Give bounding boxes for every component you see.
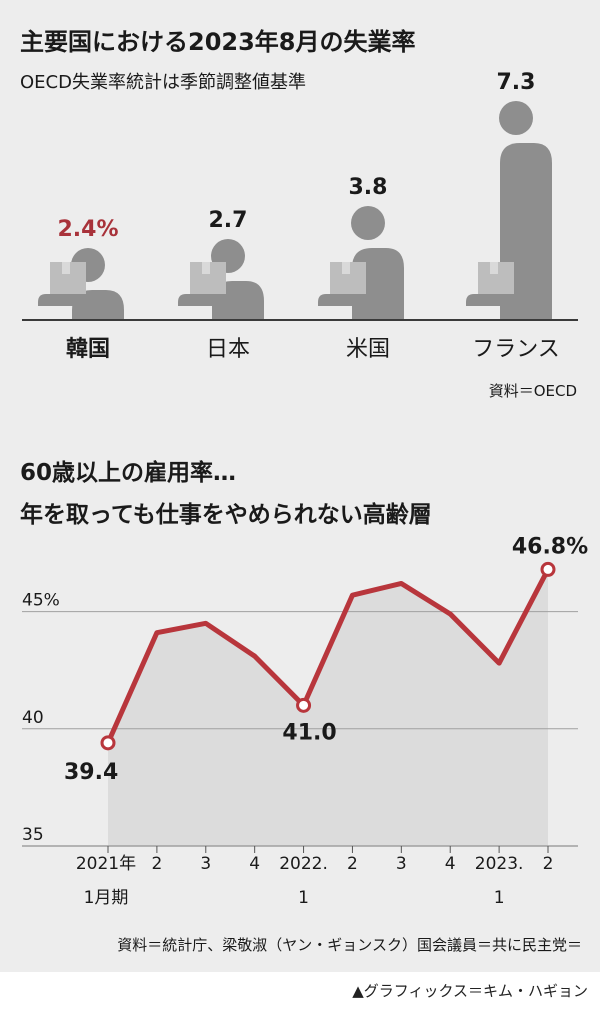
box-tape-icon [490, 262, 498, 274]
box-tape-icon [342, 262, 350, 274]
graphics-credit: ▲グラフィックス＝キム・ハギョン [352, 982, 588, 1000]
employment-x-tick-label: 2 [151, 854, 162, 874]
person-head-icon [351, 206, 385, 240]
box-tape-icon [202, 262, 210, 274]
unemployment-figure-2 [318, 206, 404, 320]
employment-x-tick-label: 3 [396, 854, 407, 874]
employment-plot: 35 40 45% 2021年 1月期 2 3 4 2022. 1 2 3 4 2023. 1 2 39.4 41… [22, 534, 588, 908]
employment-point-marker [100, 735, 116, 751]
person-arm-icon [466, 294, 514, 306]
unemployment-figure-3 [466, 101, 552, 320]
unemployment-category-label: 韓国 [66, 336, 110, 362]
unemployment-chart-subtitle: OECD失業率統計は季節調整値基準 [20, 72, 306, 93]
unemployment-source: 資料＝OECD [489, 382, 577, 400]
employment-x-tick-label: 4 [445, 854, 456, 874]
unemployment-chart-title: 主要国における2023年8月の失業率 [20, 28, 416, 56]
employment-chart-title-line2: 年を取っても仕事をやめられない高齢層 [20, 501, 432, 528]
unemployment-value-label: 2.4% [57, 217, 118, 242]
person-head-icon [499, 101, 533, 135]
unemployment-category-label: 米国 [346, 337, 390, 362]
employment-data-label: 41.0 [282, 720, 336, 745]
infographic-charts: 主要国における2023年8月の失業率 OECD失業率統計は季節調整値基準 2.4… [20, 28, 588, 954]
employment-x-tick-sublabel: 1月期 [84, 888, 129, 908]
employment-y-tick-label: 35 [22, 825, 44, 845]
employment-x-tick-sublabel: 1 [298, 888, 309, 908]
employment-area [108, 569, 548, 846]
employment-point-marker [296, 697, 312, 713]
employment-x-tick-sublabel: 1 [494, 888, 505, 908]
person-arm-icon [38, 294, 86, 306]
employment-x-tick-label: 2023. [475, 854, 524, 874]
employment-y-tick-label: 45% [22, 591, 60, 611]
unemployment-category-label: 日本 [206, 337, 250, 362]
employment-source: 資料＝統計庁、梁敬淑（ヤン・ギョンスク）国会議員＝共に民主党＝ [117, 936, 582, 954]
unemployment-labels: 2.4% 韓国 2.7 日本 3.8 米国 7.3 フランス [57, 70, 559, 362]
unemployment-value-label: 3.8 [349, 175, 388, 200]
unemployment-value-label: 7.3 [497, 70, 536, 95]
person-arm-icon [178, 294, 226, 306]
employment-x-tick-label: 3 [200, 854, 211, 874]
employment-x-tick-label: 2 [543, 854, 554, 874]
employment-x-tick-label: 2 [347, 854, 358, 874]
employment-data-label: 46.8% [512, 534, 588, 559]
employment-point-marker [540, 561, 556, 577]
unemployment-figure-0 [38, 248, 124, 320]
employment-chart-title-line1: 60歳以上の雇用率… [20, 459, 236, 486]
employment-x-tick-label: 4 [249, 854, 260, 874]
employment-x-tick-label: 2022. [279, 854, 328, 874]
unemployment-category-label: フランス [472, 337, 560, 362]
employment-x-tick-label: 2021年 [76, 854, 136, 874]
employment-data-label: 39.4 [64, 760, 118, 785]
unemployment-value-label: 2.7 [209, 208, 248, 233]
employment-y-tick-label: 40 [22, 708, 44, 728]
box-tape-icon [62, 262, 70, 274]
employment-line [105, 568, 551, 744]
unemployment-figure-1 [178, 239, 264, 320]
unemployment-figures [38, 101, 552, 320]
person-arm-icon [318, 294, 366, 306]
